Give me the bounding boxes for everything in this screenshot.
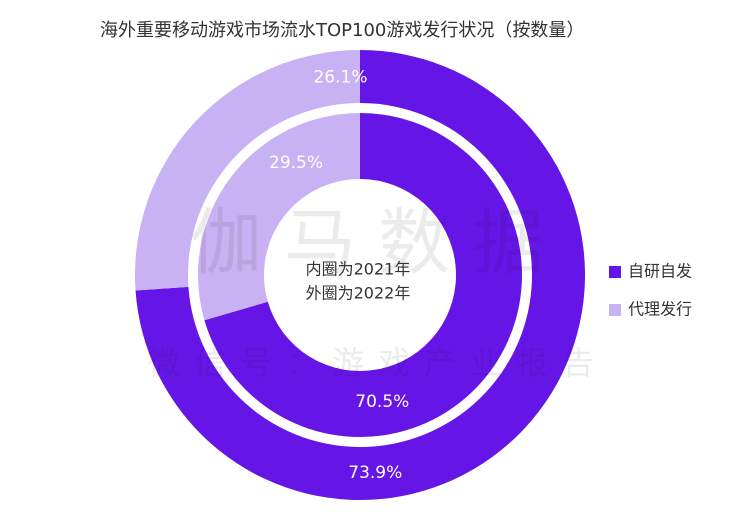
watermark: 微信号：游戏产业报告 (148, 344, 608, 382)
donut-segment (197, 113, 360, 321)
legend-swatch (609, 266, 621, 278)
data-label: 29.5% (269, 153, 323, 173)
donut-segment (135, 50, 360, 291)
legend-swatch (609, 304, 621, 316)
data-label: 73.9% (348, 463, 402, 483)
legend-label: 自研自发 (628, 262, 692, 281)
annotation: 内圈为2021年 (306, 260, 411, 279)
annotation: 外圈为2022年 (306, 284, 411, 303)
data-label: 26.1% (313, 67, 367, 87)
donut-segment (204, 113, 523, 437)
chart-title: 海外重要移动游戏市场流水TOP100游戏发行状况（按数量） (100, 20, 584, 41)
data-label: 70.5% (355, 392, 409, 412)
legend-label: 代理发行 (628, 300, 692, 319)
watermark: 伽马数据 (190, 201, 566, 285)
